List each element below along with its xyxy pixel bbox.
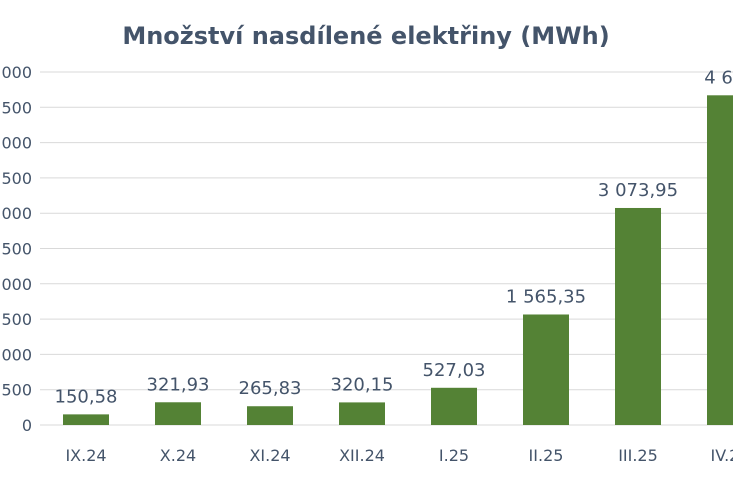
- data-label: 3 073,95: [598, 180, 678, 201]
- category-label: I.25: [439, 446, 469, 465]
- data-label: 4 670: [704, 67, 733, 88]
- bars: [63, 95, 733, 425]
- data-label: 1 565,35: [506, 286, 586, 307]
- category-label: II.25: [529, 446, 564, 465]
- category-label: III.25: [618, 446, 658, 465]
- category-label: XII.24: [339, 446, 385, 465]
- chart-title: Množství nasdílené elektřiny (MWh): [122, 22, 609, 50]
- category-label: XI.24: [249, 446, 290, 465]
- category-label: IV.25: [710, 446, 733, 465]
- bar: [247, 406, 293, 425]
- y-tick-label: 2 000: [0, 275, 32, 294]
- data-label: 527,03: [423, 360, 486, 381]
- bar: [155, 402, 201, 425]
- bar: [615, 207, 661, 425]
- category-label: IX.24: [65, 446, 106, 465]
- bar: [431, 387, 477, 425]
- category-label: X.24: [160, 446, 196, 465]
- y-tick-label: 2 500: [0, 240, 32, 259]
- y-tick-label: 3 500: [0, 169, 32, 188]
- y-tick-label: 4 000: [0, 134, 32, 153]
- y-tick-label: 5 000: [0, 63, 32, 82]
- y-tick-label: 1 000: [0, 345, 32, 364]
- bar: [707, 95, 733, 425]
- bar: [523, 314, 569, 425]
- bar: [339, 402, 385, 425]
- data-label: 150,58: [55, 386, 118, 407]
- bar: [63, 414, 109, 425]
- y-tick-label: 3 000: [0, 204, 32, 223]
- y-tick-label: 4 500: [0, 98, 32, 117]
- x-axis-categories: IX.24 X.24 XI.24 XII.24 I.25 II.25 III.25 IV.25: [65, 446, 733, 465]
- gridlines: [40, 71, 733, 426]
- data-label: 265,83: [239, 378, 302, 399]
- data-labels: 150,58 321,93 265,83 320,15 527,03 1 565,35 3 …: [55, 67, 733, 407]
- y-tick-label: 500: [1, 381, 32, 400]
- y-tick-label: 0: [22, 416, 32, 435]
- data-label: 321,93: [147, 374, 210, 395]
- y-tick-label: 1 500: [0, 310, 32, 329]
- y-axis-ticks: 0 500 1 000 1 500 2 000 2 500 3 000 3 500 4 000 4…: [0, 63, 32, 435]
- data-label: 320,15: [331, 374, 394, 395]
